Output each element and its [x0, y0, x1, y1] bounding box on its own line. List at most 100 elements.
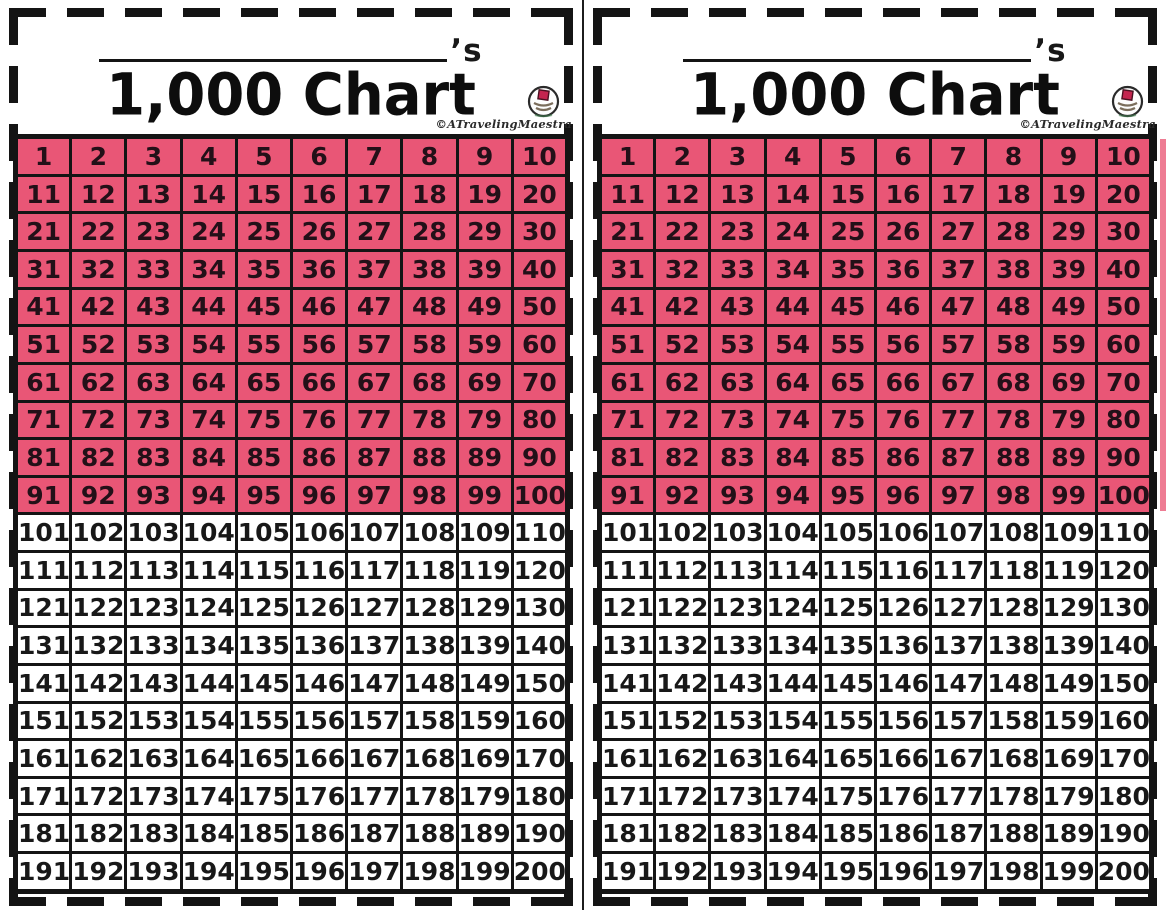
grid-cell: 55	[818, 324, 877, 365]
grid-cell: 184	[179, 813, 238, 855]
grid-cell: 151	[13, 700, 73, 742]
grid-row: 131 132 133 134 135 136 137 138 139 140	[13, 625, 570, 666]
grid-cell: 150	[510, 662, 570, 704]
grid-cell: 165	[234, 738, 293, 779]
grid-row: 101 102 103 104 105 106 107 108 109 110	[597, 512, 1154, 554]
grid-cell: 136	[289, 625, 349, 666]
grid-cell: 70	[510, 361, 570, 403]
grid-cell: 156	[289, 700, 349, 742]
grid-cell: 38	[984, 249, 1043, 290]
grid-cell: 121	[13, 587, 73, 629]
grid-cell: 81	[13, 437, 73, 478]
grid-cell: 12	[653, 173, 712, 215]
grid-cell: 118	[400, 550, 459, 591]
grid-cell: 119	[455, 550, 514, 591]
grid-cell: 163	[708, 738, 767, 779]
grid-cell: 58	[984, 324, 1043, 365]
grid-cell: 36	[289, 249, 349, 290]
grid-row: 91 92 93 94 95 96 97 98 99 100	[597, 474, 1154, 516]
grid-cell: 147	[929, 662, 988, 704]
grid-cell: 162	[69, 738, 128, 779]
grid-row: 61 62 63 64 65 66 67 68 69 70	[597, 361, 1154, 403]
grid-cell: 178	[400, 775, 459, 817]
grid-cell: 140	[510, 625, 570, 666]
grid-cell: 60	[1094, 324, 1154, 365]
grid-cell: 64	[763, 361, 822, 403]
grid-cell: 158	[984, 700, 1043, 742]
grid-cell: 83	[708, 437, 767, 478]
grid-cell: 103	[124, 512, 183, 554]
grid-cell: 140	[1094, 625, 1154, 666]
grid-cell: 20	[1094, 173, 1154, 215]
grid-cell: 168	[400, 738, 459, 779]
grid-cell: 2	[653, 135, 712, 177]
grid-cell: 85	[818, 437, 877, 478]
grid-cell: 141	[13, 662, 73, 704]
grid-cell: 148	[400, 662, 459, 704]
grid-cell: 123	[124, 587, 183, 629]
grid-cell: 137	[345, 625, 404, 666]
grid-cell: 4	[179, 135, 238, 177]
grid-cell: 92	[653, 474, 712, 516]
grid-cell: 28	[400, 211, 459, 253]
grid-cell: 48	[400, 286, 459, 328]
grid-cell: 110	[510, 512, 570, 554]
grid-cell: 67	[345, 361, 404, 403]
grid-cell: 48	[984, 286, 1043, 328]
grid-cell: 26	[873, 211, 933, 253]
grid-cell: 25	[234, 211, 293, 253]
grid-cell: 200	[1094, 851, 1154, 893]
grid-cell: 43	[124, 286, 183, 328]
grid-cell: 107	[345, 512, 404, 554]
grid-cell: 11	[597, 173, 657, 215]
grid-cell: 115	[818, 550, 877, 591]
grid-cell: 110	[1094, 512, 1154, 554]
grid-cell: 170	[510, 738, 570, 779]
grid-cell: 141	[597, 662, 657, 704]
grid-cell: 186	[873, 813, 933, 855]
grid-cell: 37	[929, 249, 988, 290]
grid-cell: 134	[179, 625, 238, 666]
grid-cell: 53	[124, 324, 183, 365]
grid-cell: 41	[13, 286, 73, 328]
grid-cell: 9	[455, 135, 514, 177]
grid-row: 141 142 143 144 145 146 147 148 149 150	[13, 662, 570, 704]
grid-row: 31 32 33 34 35 36 37 38 39 40	[13, 249, 570, 290]
grid-cell: 114	[179, 550, 238, 591]
grid-row: 11 12 13 14 15 16 17 18 19 20	[13, 173, 570, 215]
grid-row: 191 192 193 194 195 196 197 198 199 200	[597, 851, 1154, 893]
grid-cell: 189	[1039, 813, 1098, 855]
name-blank-line	[683, 23, 1032, 62]
grid-cell: 63	[124, 361, 183, 403]
grid-cell: 5	[818, 135, 877, 177]
grid-cell: 40	[510, 249, 570, 290]
grid-cell: 78	[984, 399, 1043, 441]
grid-cell: 179	[1039, 775, 1098, 817]
grid-cell: 51	[13, 324, 73, 365]
hundreds-grid: 1 2 3 4 5 6 7 8 9 10 11 12 13 14 15 16 17 18 19 20 21 22 23 24 2…	[597, 134, 1154, 894]
grid-cell: 169	[455, 738, 514, 779]
grid-cell: 42	[69, 286, 128, 328]
grid-cell: 112	[69, 550, 128, 591]
grid-cell: 89	[455, 437, 514, 478]
grid-row: 1 2 3 4 5 6 7 8 9 10	[597, 135, 1154, 177]
grid-cell: 22	[653, 211, 712, 253]
grid-cell: 132	[653, 625, 712, 666]
grid-cell: 99	[1039, 474, 1098, 516]
grid-cell: 192	[69, 851, 128, 893]
grid-cell: 93	[708, 474, 767, 516]
grid-cell: 187	[929, 813, 988, 855]
grid-cell: 200	[510, 851, 570, 893]
grid-cell: 38	[400, 249, 459, 290]
grid-cell: 93	[124, 474, 183, 516]
grid-cell: 139	[1039, 625, 1098, 666]
grid-cell: 80	[510, 399, 570, 441]
grid-cell: 31	[13, 249, 73, 290]
grid-cell: 123	[708, 587, 767, 629]
grid-cell: 172	[653, 775, 712, 817]
grid-cell: 94	[763, 474, 822, 516]
grid-cell: 22	[69, 211, 128, 253]
grid-cell: 125	[818, 587, 877, 629]
grid-cell: 10	[510, 135, 570, 177]
scan-edge-artifact	[1160, 139, 1166, 511]
